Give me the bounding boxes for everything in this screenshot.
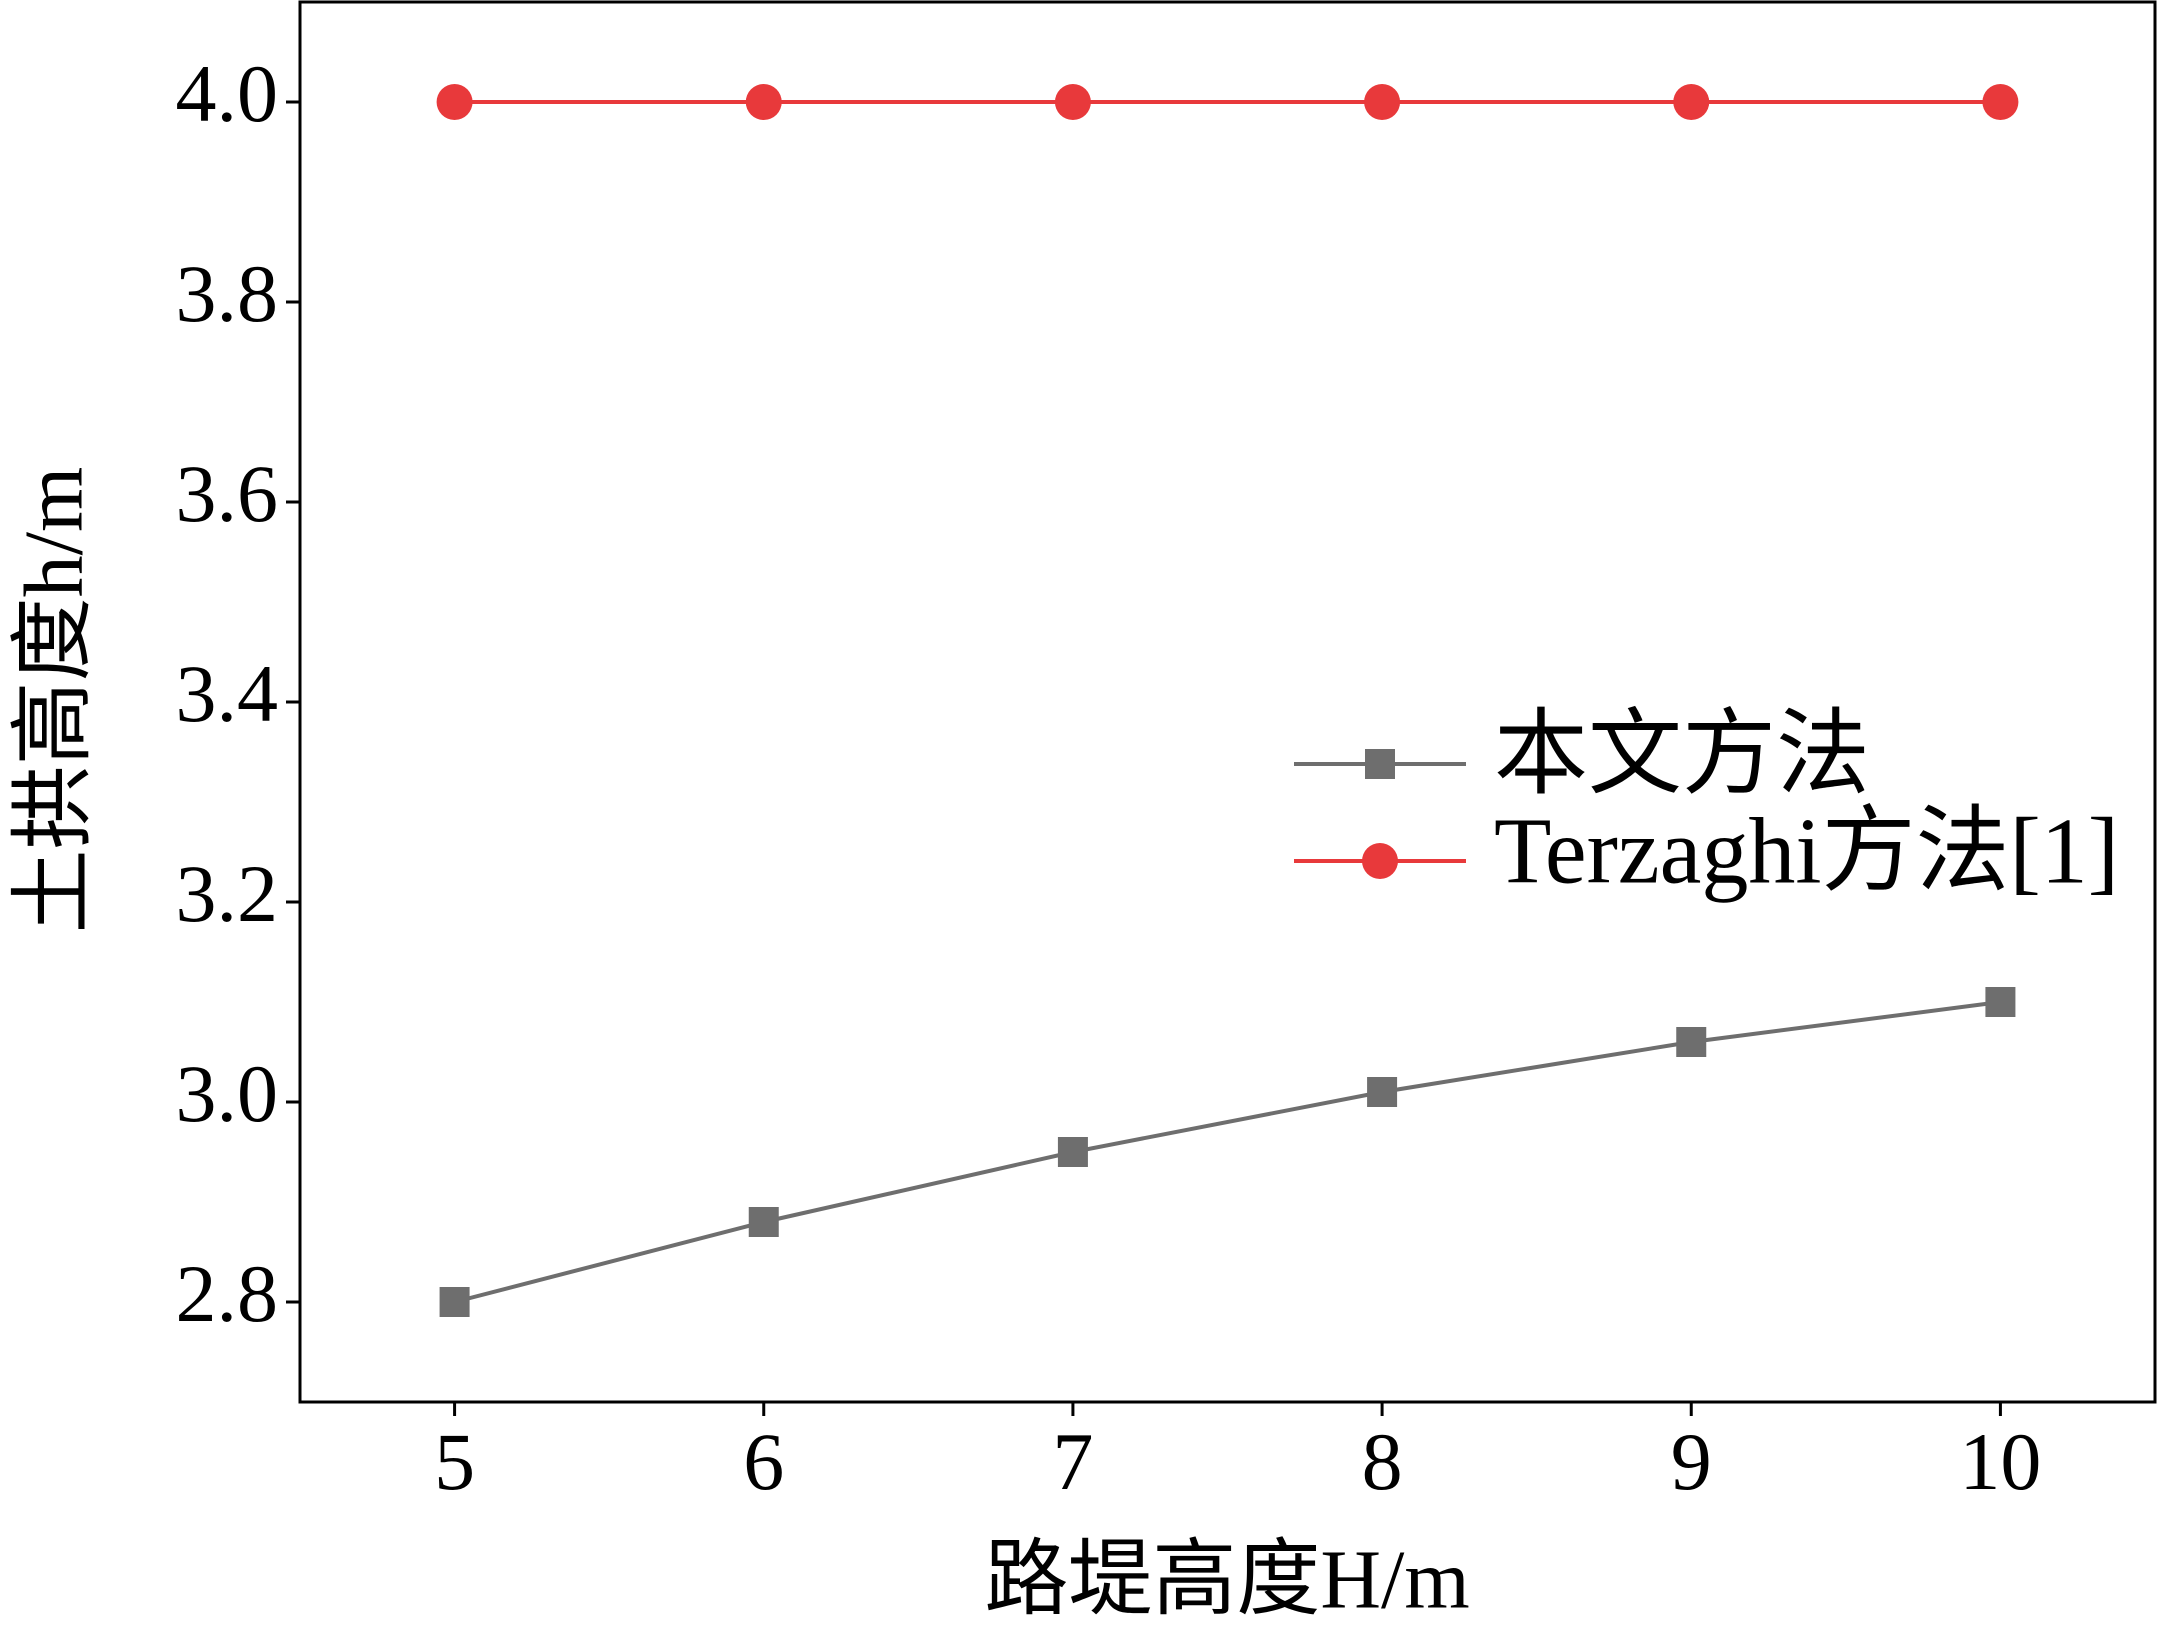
y-tick-label: 3.0 bbox=[176, 1048, 279, 1139]
data-point bbox=[1982, 84, 2019, 120]
x-axis-label: 路堤高度H/m bbox=[984, 1533, 1469, 1626]
data-point bbox=[1054, 84, 1091, 120]
series-line bbox=[454, 1000, 2001, 1304]
data-point bbox=[439, 1287, 470, 1317]
y-tick-label: 3.8 bbox=[176, 248, 279, 339]
y-tick-label: 3.4 bbox=[176, 648, 279, 739]
data-point bbox=[748, 1207, 779, 1237]
x-tick-label: 7 bbox=[1052, 1416, 1093, 1507]
plot-frame bbox=[298, 0, 2157, 1404]
y-tick-label: 2.8 bbox=[176, 1248, 279, 1339]
data-point bbox=[1676, 1027, 1707, 1057]
x-tick-label: 9 bbox=[1671, 1416, 1712, 1507]
legend-marker bbox=[1365, 749, 1395, 779]
data-point bbox=[436, 84, 473, 120]
y-axis-label: 土拱高度h/m bbox=[7, 467, 100, 934]
data-point bbox=[745, 84, 782, 120]
y-tick-label: 3.2 bbox=[176, 848, 279, 939]
legend-label: 本文方法 bbox=[1494, 703, 1870, 807]
x-tick-label: 5 bbox=[434, 1416, 475, 1507]
data-point bbox=[1985, 987, 2016, 1017]
data-point bbox=[1057, 1137, 1088, 1167]
x-tick-label: 10 bbox=[1959, 1416, 2041, 1507]
x-tick-label: 8 bbox=[1362, 1416, 1403, 1507]
legend-label: Terzaghi方法[1] bbox=[1494, 800, 2119, 904]
y-tick-label: 3.6 bbox=[176, 448, 279, 539]
x-tick-label: 6 bbox=[743, 1416, 784, 1507]
data-point bbox=[1364, 84, 1401, 120]
data-point bbox=[1367, 1077, 1398, 1107]
data-point bbox=[1673, 84, 1710, 120]
legend-marker bbox=[1362, 843, 1398, 879]
y-tick-label: 4.0 bbox=[176, 48, 279, 139]
